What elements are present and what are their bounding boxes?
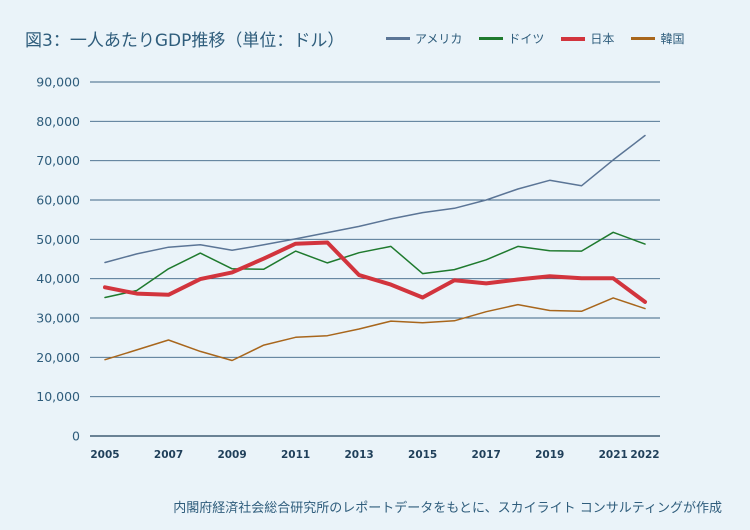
y-tick-label: 90,000: [36, 75, 80, 90]
legend-swatch-japan: [561, 36, 586, 41]
y-tick-label: 0: [72, 429, 80, 444]
x-tick-label: 2009: [217, 449, 246, 461]
legend-item-japan: 日本: [561, 30, 614, 47]
x-tick-label: 2011: [281, 449, 310, 461]
y-tick-label: 10,000: [36, 389, 80, 404]
series-line-1: [104, 231, 646, 299]
y-tick-label: 30,000: [36, 311, 80, 326]
x-tick-label: 2022: [630, 449, 659, 461]
x-tick-label: 2013: [345, 449, 374, 461]
y-tick-label: 60,000: [36, 193, 80, 208]
x-tick-label: 2015: [408, 449, 437, 461]
legend-item-korea: 韓国: [631, 30, 684, 47]
series-line-2: [103, 240, 647, 304]
legend-item-usa: アメリカ: [386, 30, 462, 47]
legend-label-korea: 韓国: [660, 32, 685, 46]
legend-swatch-usa: [386, 37, 410, 40]
y-tick-label: 20,000: [36, 350, 80, 365]
y-tick-label: 40,000: [36, 271, 80, 286]
y-tick-label: 50,000: [36, 232, 80, 247]
y-tick-label: 70,000: [36, 153, 80, 168]
chart-title: 図3：一人あたりGDP推移（単位：ドル）: [25, 31, 345, 51]
legend-label-usa: アメリカ: [415, 32, 463, 46]
x-tick-label: 2005: [90, 449, 119, 461]
x-tick-label: 2019: [535, 449, 564, 461]
legend-label-japan: 日本: [590, 32, 615, 46]
chart-legend: アメリカ ドイツ 日本 韓国: [386, 30, 701, 47]
x-tick-label: 2021: [599, 449, 628, 461]
series-line-3: [104, 297, 646, 362]
y-tick-label: 80,000: [36, 114, 80, 129]
series-line-0: [104, 134, 646, 264]
source-note: 内閣府経済社会総合研究所のレポートデータをもとに、スカイライト コンサルティング…: [173, 501, 722, 516]
x-tick-label: 2017: [472, 449, 501, 461]
legend-label-germany: ドイツ: [508, 32, 545, 46]
legend-swatch-korea: [631, 37, 656, 40]
x-tick-label: 2007: [154, 449, 183, 461]
legend-swatch-germany: [479, 37, 504, 40]
legend-item-germany: ドイツ: [479, 30, 544, 47]
